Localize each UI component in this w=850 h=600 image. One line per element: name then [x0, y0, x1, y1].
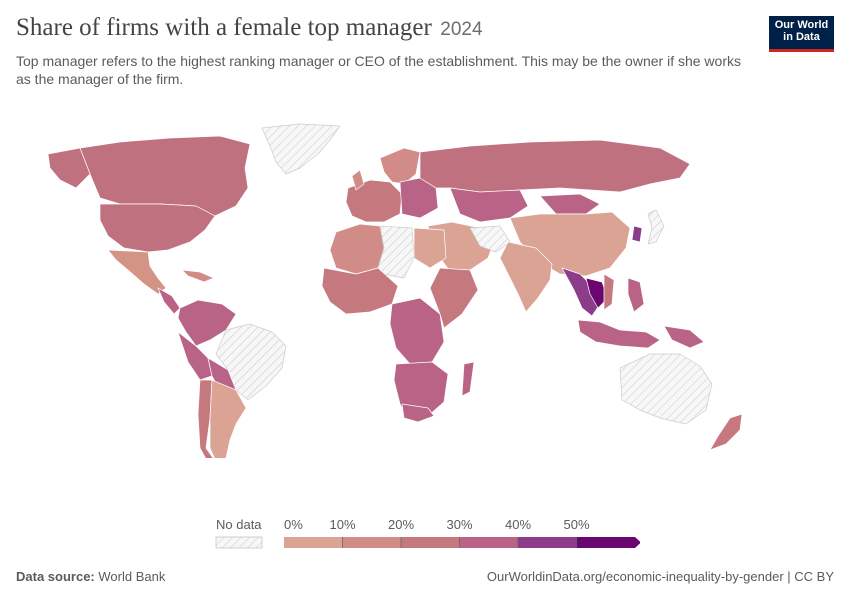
legend-no-data-label: No data — [216, 517, 262, 532]
legend-tick-label: 40% — [505, 517, 531, 532]
region-korea[interactable] — [631, 225, 643, 243]
region-argentina[interactable] — [209, 379, 247, 467]
chart-year: 2024 — [440, 19, 483, 40]
chart-subtitle: Top manager refers to the highest rankin… — [16, 53, 741, 87]
region-india[interactable] — [499, 241, 553, 313]
region-kazakhstan[interactable] — [449, 187, 529, 223]
legend-tick-label: 30% — [446, 517, 472, 532]
legend-tick-label: 10% — [329, 517, 355, 532]
footer-url[interactable]: OurWorldinData.org/economic-inequality-b… — [486, 569, 834, 584]
region-west-africa[interactable] — [321, 267, 399, 315]
logo-line-1: Our World — [774, 19, 829, 31]
logo-line-2: in Data — [783, 31, 820, 43]
region-south-africa[interactable] — [401, 403, 435, 423]
region-mexico[interactable] — [107, 249, 167, 295]
region-central-africa[interactable] — [389, 297, 445, 365]
region-png[interactable] — [663, 325, 705, 349]
footer: Data source: World Bank OurWorldinData.o… — [16, 569, 834, 584]
region-canada[interactable] — [79, 135, 251, 217]
region-united-states[interactable] — [99, 203, 216, 253]
region-egypt[interactable] — [413, 227, 447, 269]
source-value: World Bank — [98, 569, 166, 584]
region-uk[interactable] — [351, 169, 365, 191]
legend-arrow-tip — [635, 537, 641, 548]
region-madagascar[interactable] — [461, 361, 475, 397]
legend-tick-label: 0% — [284, 517, 303, 532]
region-caribbean[interactable] — [181, 269, 215, 283]
legend: No data 0% 10% 20% 30% 40% 50% — [210, 517, 641, 557]
region-cambodia-laos[interactable] — [585, 277, 609, 309]
region-central-america[interactable] — [157, 287, 181, 315]
region-mongolia[interactable] — [539, 193, 601, 215]
region-russia[interactable] — [419, 139, 691, 193]
region-myanmar-thailand[interactable] — [561, 267, 601, 317]
region-europe-west[interactable] — [345, 179, 403, 223]
legend-bin-5[interactable] — [576, 537, 636, 548]
region-philippines[interactable] — [627, 277, 645, 313]
legend-bin-2[interactable] — [401, 537, 460, 548]
source-label: Data source: — [16, 569, 95, 584]
legend-no-data-swatch — [215, 536, 263, 549]
chart-header: Share of firms with a female top manager… — [16, 14, 756, 42]
region-scandinavia[interactable] — [379, 147, 421, 185]
region-brazil[interactable] — [215, 323, 287, 401]
region-east-africa[interactable] — [429, 267, 479, 329]
region-iran[interactable] — [469, 225, 511, 253]
region-algeria-libya[interactable] — [377, 225, 415, 279]
legend-bin-1[interactable] — [342, 537, 402, 548]
region-indonesia[interactable] — [577, 319, 661, 349]
chart-title: Share of firms with a female top manager — [16, 14, 432, 41]
world-map[interactable] — [0, 118, 850, 471]
region-japan[interactable] — [647, 209, 665, 245]
legend-bin-4[interactable] — [518, 537, 577, 548]
legend-bin-3[interactable] — [459, 537, 519, 548]
region-new-zealand[interactable] — [709, 413, 743, 451]
owid-logo[interactable]: Our World in Data — [769, 16, 834, 52]
region-alaska[interactable] — [47, 147, 91, 189]
region-north-africa[interactable] — [329, 223, 385, 275]
region-greenland[interactable] — [261, 123, 341, 175]
legend-tick-label: 50% — [563, 517, 589, 532]
region-vietnam[interactable] — [603, 273, 615, 311]
legend-bin-0[interactable] — [284, 537, 343, 548]
region-australia[interactable] — [619, 353, 713, 425]
legend-tick-label: 20% — [388, 517, 414, 532]
region-andean-north[interactable] — [177, 299, 237, 347]
